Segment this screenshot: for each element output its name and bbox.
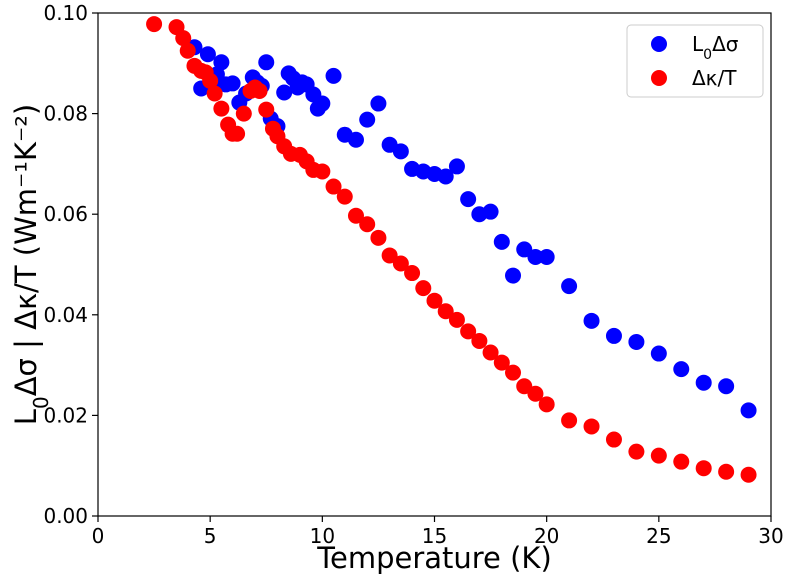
data-point — [347, 207, 364, 224]
legend: L0Δσ Δκ/T — [626, 24, 764, 98]
data-point — [718, 463, 735, 480]
data-point — [561, 412, 578, 429]
x-tick-label: 30 — [758, 524, 783, 548]
data-point — [370, 229, 387, 246]
data-point — [718, 378, 735, 395]
data-point — [448, 311, 465, 328]
data-point — [325, 67, 342, 84]
data-point — [516, 241, 533, 258]
data-point — [437, 168, 454, 185]
y-tick-label: 0.06 — [43, 202, 88, 226]
data-point — [325, 178, 342, 195]
legend-label-delta-kappa-over-t: Δκ/T — [692, 66, 737, 90]
data-point — [605, 327, 622, 344]
data-point — [235, 105, 252, 122]
x-axis-title: Temperature (K) — [316, 541, 552, 575]
data-point — [516, 378, 533, 395]
plot-frame — [97, 12, 772, 517]
data-point — [175, 30, 192, 47]
data-point — [314, 163, 331, 180]
y-tick-label: 0.08 — [43, 102, 88, 126]
data-point — [437, 303, 454, 320]
data-point — [415, 280, 432, 297]
data-point — [258, 101, 275, 118]
data-point — [493, 354, 510, 371]
x-tick-label: 0 — [92, 524, 105, 548]
data-point — [347, 131, 364, 148]
data-point — [628, 443, 645, 460]
x-tick-label: 10 — [310, 524, 335, 548]
data-point — [471, 332, 488, 349]
x-tick-label: 15 — [422, 524, 447, 548]
data-point — [276, 84, 293, 101]
data-point — [482, 344, 499, 361]
data-point — [740, 466, 757, 483]
data-point — [199, 46, 216, 63]
x-tick-label: 20 — [534, 524, 559, 548]
data-point — [359, 111, 376, 128]
y-tick-label: 0.02 — [43, 403, 88, 427]
data-point — [740, 402, 757, 419]
y-tick-label: 0.04 — [43, 303, 88, 327]
data-point — [482, 203, 499, 220]
data-point — [527, 248, 544, 265]
data-point — [505, 267, 522, 284]
data-point — [538, 396, 555, 413]
data-point — [370, 95, 387, 112]
data-point — [493, 233, 510, 250]
data-point — [206, 85, 223, 102]
data-point — [605, 431, 622, 448]
data-point — [583, 418, 600, 435]
y-tick-label: 0.10 — [43, 1, 88, 25]
x-tick-label: 5 — [204, 524, 217, 548]
x-tick-label: 25 — [646, 524, 671, 548]
data-point — [179, 42, 196, 59]
data-point — [460, 323, 477, 340]
data-point — [229, 125, 246, 142]
data-point — [336, 188, 353, 205]
data-point — [213, 100, 230, 117]
axis-ticks: 0 5 10 15 20 25 30 0.00 0.02 0.04 0.06 0.08 0.10 — [43, 1, 783, 548]
y-axis-title: L0Δσ | Δκ/T (Wm⁻¹K⁻²) — [9, 104, 53, 425]
data-point — [628, 333, 645, 350]
legend-marker-l0-delta-sigma — [651, 36, 667, 52]
data-point — [650, 345, 667, 362]
data-point — [392, 143, 409, 160]
data-point — [359, 216, 376, 233]
data-point — [673, 453, 690, 470]
data-point — [448, 158, 465, 175]
data-point — [538, 248, 555, 265]
data-point — [251, 82, 268, 99]
data-point — [224, 75, 241, 92]
data-point — [381, 247, 398, 264]
legend-marker-delta-kappa-over-t — [651, 70, 667, 86]
legend-label-l0-delta-sigma: L0Δσ — [692, 32, 739, 63]
data-point — [392, 255, 409, 272]
data-point — [314, 95, 331, 112]
data-point — [202, 72, 219, 89]
data-point — [258, 54, 275, 71]
data-point — [460, 191, 477, 208]
data-point — [527, 385, 544, 402]
y-tick-label: 0.00 — [43, 504, 88, 528]
data-point — [650, 447, 667, 464]
data-series — [146, 16, 757, 483]
data-point — [673, 361, 690, 378]
data-point — [583, 312, 600, 329]
data-point — [404, 265, 421, 282]
data-point — [561, 278, 578, 295]
data-point — [146, 16, 163, 33]
data-point — [505, 364, 522, 381]
data-point — [426, 292, 443, 309]
data-point — [695, 374, 712, 391]
series-1 — [146, 16, 757, 483]
data-point — [213, 54, 230, 71]
data-point — [695, 460, 712, 477]
